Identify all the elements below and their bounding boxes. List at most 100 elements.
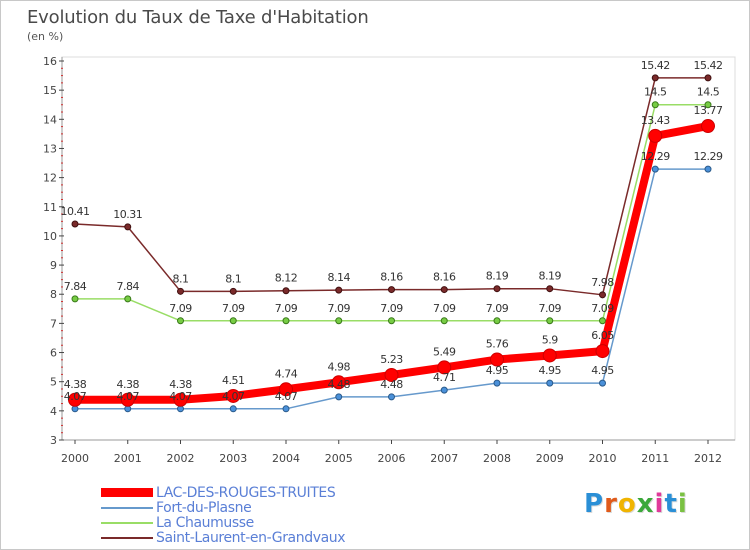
data-label: 8.12 (275, 272, 298, 285)
data-label: 5.49 (433, 345, 456, 358)
series-1-point (599, 379, 606, 387)
x-tick-label: 2012 (694, 452, 722, 465)
data-label: 8.1 (173, 272, 189, 285)
data-label: 5.76 (486, 338, 509, 351)
y-tick-label: 13 (43, 142, 57, 155)
series-0-point (331, 375, 346, 390)
series-0-point (648, 128, 663, 143)
data-label: 4.95 (539, 364, 562, 377)
series-2-point (493, 317, 501, 325)
chart-title: Evolution du Taux de Taxe d'Habitation (27, 7, 369, 28)
series-1-point (493, 379, 501, 387)
series-2-point (546, 317, 554, 325)
legend-swatch (101, 506, 153, 509)
series-1-point (229, 405, 237, 413)
series-2-point (651, 101, 659, 109)
legend-item: La Chaumusse (101, 515, 345, 531)
series-0-point (490, 352, 504, 367)
data-label: 10.31 (113, 208, 142, 221)
series-3-point (546, 285, 554, 293)
data-label: 4.51 (222, 374, 245, 387)
data-label: 5.9 (542, 333, 558, 346)
x-tick-label: 2008 (483, 452, 511, 465)
series-0-point (384, 367, 399, 382)
proxiti-logo: Proxiti (584, 489, 688, 519)
data-label: 8.1 (225, 272, 241, 285)
series-3-point (493, 285, 501, 293)
data-label: 4.07 (117, 390, 140, 403)
x-tick-label: 2002 (167, 452, 195, 465)
x-tick-label: 2010 (589, 452, 617, 465)
series-2-point (282, 317, 290, 325)
series-0-point (437, 360, 452, 375)
series-1-point (440, 386, 448, 394)
data-label: 5.23 (380, 353, 403, 366)
series-1-point (704, 165, 712, 173)
data-label: 15.42 (694, 59, 723, 72)
data-label: 7.09 (380, 302, 403, 315)
data-label: 4.38 (64, 378, 87, 391)
legend-item: LAC-DES-ROUGES-TRUITES (101, 485, 345, 501)
series-0-point (542, 348, 557, 363)
series-2-point (704, 101, 712, 109)
logo-letter: P (584, 489, 605, 519)
data-label: 4.98 (328, 360, 351, 373)
data-label: 8.16 (433, 271, 456, 284)
y-tick-label: 8 (50, 288, 57, 301)
series-1-point (282, 405, 290, 413)
y-tick-label: 14 (43, 113, 57, 126)
data-label: 14.5 (697, 86, 720, 99)
series-3-point (71, 220, 79, 228)
y-tick-label: 3 (50, 434, 57, 447)
data-label: 7.84 (64, 280, 87, 293)
series-2-point (177, 317, 184, 325)
series-3-point (440, 286, 448, 294)
y-tick-label: 15 (43, 84, 57, 97)
legend: LAC-DES-ROUGES-TRUITES Fort-du-Plasne La C… (101, 485, 346, 546)
data-label: 7.09 (169, 302, 192, 315)
data-label: 4.07 (64, 390, 87, 403)
series-2-point (71, 295, 79, 303)
y-tick-label: 12 (43, 172, 57, 185)
series-3-point (282, 287, 290, 295)
y-tick-label: 10 (43, 230, 57, 243)
data-label: 13.43 (641, 114, 670, 127)
series-2-point (440, 317, 448, 325)
data-label: 4.74 (275, 367, 298, 380)
series-3-point (388, 286, 395, 294)
legend-label: Saint-Laurent-en-Grandvaux (156, 529, 346, 546)
series-1-point (651, 165, 659, 173)
data-label: 4.71 (433, 371, 456, 384)
data-label: 12.29 (641, 150, 670, 163)
x-tick-label: 2011 (641, 452, 669, 465)
data-label: 8.14 (328, 271, 351, 284)
x-tick-label: 2000 (61, 452, 89, 465)
series-3-point (599, 291, 606, 299)
series-0-point (226, 388, 241, 403)
data-label: 7.09 (328, 302, 351, 315)
y-tick-label: 4 (50, 405, 57, 418)
legend-item: Saint-Laurent-en-Grandvaux (101, 529, 346, 546)
series-0-point (173, 392, 188, 407)
logo-letter: x (636, 489, 655, 519)
legend-swatch (101, 488, 153, 497)
logo-letter: r (604, 489, 618, 519)
series-line-3 (74, 77, 709, 296)
data-label: 4.38 (117, 378, 140, 391)
series-2-point (599, 317, 606, 325)
series-2-point (229, 317, 237, 325)
unit-label: (en %) (27, 30, 64, 43)
data-label: 4.48 (328, 378, 351, 391)
x-tick-label: 2001 (114, 452, 142, 465)
logo-letter: t (664, 489, 678, 519)
series-3-point (335, 286, 343, 294)
logo-letter: i (654, 489, 665, 519)
y-tick-label: 7 (50, 317, 57, 330)
data-label: 7.09 (486, 302, 509, 315)
data-label: 8.16 (380, 271, 403, 284)
legend-swatch (101, 521, 153, 524)
data-label: 12.29 (694, 150, 723, 163)
data-label: 7.09 (433, 302, 456, 315)
data-label: 6.05 (591, 329, 614, 342)
